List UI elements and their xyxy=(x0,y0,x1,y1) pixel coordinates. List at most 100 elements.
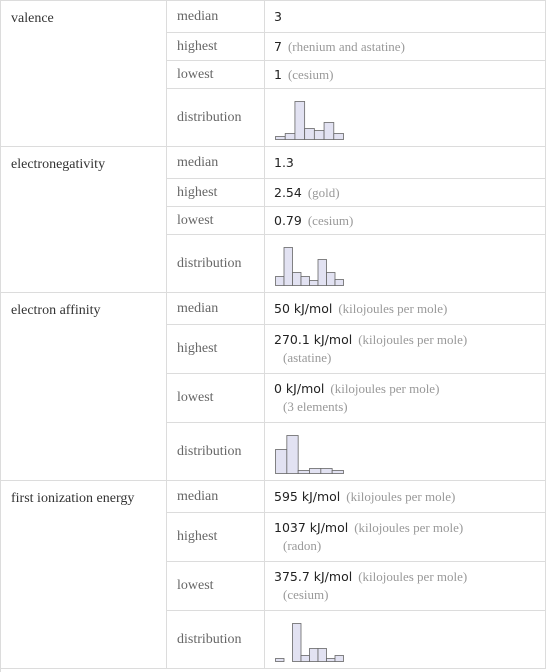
value: 270.1 kJ/mol xyxy=(274,332,353,347)
note: (astatine) xyxy=(283,350,332,365)
value: 1037 kJ/mol xyxy=(274,520,349,535)
note: (kilojoules per mole) xyxy=(330,381,440,396)
row-label: lowest xyxy=(167,374,265,423)
row-label: lowest xyxy=(167,207,265,235)
row-value: 375.7 kJ/mol (kilojoules per mole) (cesium… xyxy=(265,562,546,611)
value-line: 0 kJ/mol (kilojoules per mole) xyxy=(274,381,545,397)
row-label: lowest xyxy=(167,562,265,611)
histogram-bar xyxy=(326,272,336,286)
value: 7 xyxy=(274,38,282,54)
note: (kilojoules per mole) xyxy=(358,332,468,347)
histogram-bar xyxy=(297,470,310,474)
histogram-bar xyxy=(309,468,322,474)
value: 375.7 kJ/mol xyxy=(274,569,353,584)
row-label: distribution xyxy=(167,235,265,293)
histogram-cell xyxy=(265,611,546,669)
value: 3 xyxy=(274,9,282,24)
row-label: distribution xyxy=(167,611,265,669)
note: (cesium) xyxy=(283,587,329,602)
histogram xyxy=(275,435,344,474)
value: 1 xyxy=(274,66,282,82)
row-value: 270.1 kJ/mol (kilojoules per mole) (astati… xyxy=(265,325,546,374)
histogram-bar xyxy=(292,272,302,286)
value-line: 270.1 kJ/mol (kilojoules per mole) xyxy=(274,332,545,348)
row-label: median xyxy=(167,293,265,325)
row-label: lowest xyxy=(167,61,265,89)
histogram-bar xyxy=(275,276,285,286)
row-value: 0 kJ/mol (kilojoules per mole) (3 elements… xyxy=(265,374,546,423)
histogram-bar xyxy=(317,259,327,286)
note: (cesium) xyxy=(307,212,354,228)
note: (gold) xyxy=(307,184,340,200)
value-line: 0.79 (cesium) xyxy=(274,213,545,229)
note: (cesium) xyxy=(287,66,334,82)
row-label: highest xyxy=(167,325,265,374)
property-name: first ionization energy xyxy=(1,481,167,669)
row-label: distribution xyxy=(167,89,265,147)
value-line: 1 (cesium) xyxy=(274,67,545,83)
row-value: 3 xyxy=(265,1,546,33)
value: 2.54 xyxy=(274,184,302,200)
histogram-bar xyxy=(309,280,319,286)
histogram-bar xyxy=(294,101,306,140)
row-label: median xyxy=(167,1,265,33)
value-line: 595 kJ/mol (kilojoules per mole) xyxy=(274,489,545,505)
property-name: electronegativity xyxy=(1,147,167,293)
property-name: electron affinity xyxy=(1,293,167,481)
histogram xyxy=(275,247,344,286)
value: 0 kJ/mol xyxy=(274,381,325,396)
value: 0.79 xyxy=(274,212,302,228)
histogram-bar xyxy=(313,130,325,140)
note: (kilojoules per mole) xyxy=(338,300,448,316)
row-label: highest xyxy=(167,513,265,562)
histogram-bar xyxy=(275,658,285,662)
row-label: highest xyxy=(167,33,265,61)
histogram-bar xyxy=(323,122,335,140)
value-line: 375.7 kJ/mol (kilojoules per mole) xyxy=(274,569,545,585)
note: (radon) xyxy=(283,538,322,553)
histogram-bar xyxy=(334,279,344,286)
value-line: 7 (rhenium and astatine) xyxy=(274,39,545,55)
histogram-bar xyxy=(284,133,296,140)
row-value: 1.3 xyxy=(265,147,546,179)
row-value: 1037 kJ/mol (kilojoules per mole) (radon) xyxy=(265,513,546,562)
histogram-bar xyxy=(331,470,344,474)
histogram-bar xyxy=(320,468,333,474)
histogram-bar xyxy=(275,449,288,474)
value-line: 2.54 (gold) xyxy=(274,185,545,201)
histogram-bar xyxy=(317,648,327,662)
note: (3 elements) xyxy=(283,399,348,414)
row-value: 2.54 (gold) xyxy=(265,179,546,207)
value-line: 1.3 xyxy=(274,155,545,170)
histogram-bar xyxy=(309,648,319,662)
value: 50 kJ/mol xyxy=(274,300,333,316)
histogram xyxy=(275,623,344,662)
histogram xyxy=(275,101,344,140)
value: 1.3 xyxy=(274,155,294,170)
histogram-bar xyxy=(334,655,344,662)
histogram-bar xyxy=(300,276,310,286)
note: (kilojoules per mole) xyxy=(346,488,456,504)
value-line: 1037 kJ/mol (kilojoules per mole) xyxy=(274,520,545,536)
histogram-bar xyxy=(333,133,344,140)
histogram-bar xyxy=(300,655,310,662)
histogram-bar xyxy=(286,435,299,474)
row-value: 0.79 (cesium) xyxy=(265,207,546,235)
histogram-cell xyxy=(265,235,546,293)
histogram-cell xyxy=(265,423,546,481)
histogram-bar xyxy=(326,658,336,662)
note: (kilojoules per mole) xyxy=(354,520,464,535)
note: (rhenium and astatine) xyxy=(287,38,405,54)
value-line: 50 kJ/mol (kilojoules per mole) xyxy=(274,301,545,317)
row-value: 50 kJ/mol (kilojoules per mole) xyxy=(265,293,546,325)
histogram-bar xyxy=(283,247,293,286)
histogram-cell xyxy=(265,89,546,147)
row-value: 595 kJ/mol (kilojoules per mole) xyxy=(265,481,546,513)
histogram-bar xyxy=(304,128,315,140)
row-label: median xyxy=(167,481,265,513)
property-name: valence xyxy=(1,1,167,147)
row-value: 1 (cesium) xyxy=(265,61,546,89)
histogram-bar xyxy=(275,136,286,140)
value-line: 3 xyxy=(274,9,545,24)
